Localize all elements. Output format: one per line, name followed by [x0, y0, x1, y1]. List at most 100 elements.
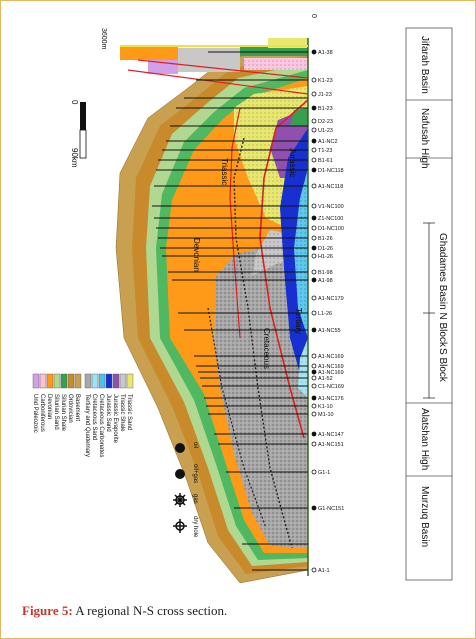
- legend-swatch: [84, 373, 92, 389]
- well-marker: [311, 383, 317, 389]
- well-label: A1-NC151: [318, 442, 344, 448]
- triassic-label: Triassic: [220, 158, 229, 185]
- well-label: A1-52: [318, 376, 333, 382]
- legend-label: Ordovician: [67, 394, 73, 423]
- well-marker: [311, 403, 317, 409]
- well-label: M1-10: [318, 412, 334, 418]
- well-marker: [311, 310, 317, 316]
- legend-label: Silurian Sand: [53, 394, 59, 430]
- cross-section-figure: Tertiary Cretaceous Devonian Triassic Ju…: [32, 14, 453, 584]
- well-label: G1-NC151: [318, 506, 344, 512]
- legend-swatch: [126, 373, 134, 389]
- scale-bar-white: [79, 129, 87, 159]
- well-label: D1-NC118: [318, 168, 344, 174]
- well-label: D2-23: [318, 119, 333, 125]
- legend-label: Cretaceous Sand: [91, 394, 97, 440]
- well-label: U1-23: [318, 128, 333, 134]
- well-marker: [311, 49, 317, 55]
- legend-label: Tertiary and Quaternary: [84, 394, 90, 457]
- well-marker: [311, 215, 317, 221]
- legend-label: Devonian: [46, 394, 52, 419]
- legend-swatch: [91, 373, 99, 389]
- jifarah-block-green: [240, 46, 308, 56]
- well-label: A1-NC118: [318, 184, 343, 190]
- legend-label: Cretaceous Carbonates: [98, 394, 104, 457]
- well-marker: [311, 183, 317, 189]
- scale-bar: 0 90km: [70, 100, 87, 168]
- well-label: K1-23: [318, 78, 333, 84]
- well-label: Z1-NC100: [318, 216, 343, 222]
- legend-swatch: [32, 373, 40, 389]
- region-ghadames: Ghadames Basin N Block: [437, 233, 448, 348]
- well-label: K1-10: [318, 404, 333, 410]
- legend-label: Und Paleozoic: [32, 394, 38, 433]
- legend-label: Basement: [74, 394, 80, 421]
- well-marker: [311, 363, 317, 369]
- figure-caption: Figure 5: A regional N-S cross section.: [22, 603, 227, 619]
- legend-swatch: [46, 373, 54, 389]
- well-label: T1-23: [318, 148, 332, 154]
- scale-bar-black: [80, 102, 86, 130]
- well-label: B1-61: [318, 158, 333, 164]
- well-marker: [311, 127, 317, 133]
- well-label: J1-23: [318, 92, 332, 98]
- legend-swatch: [119, 373, 127, 389]
- legend-label: Silurian Shale: [60, 394, 66, 432]
- caption-text: A regional N-S cross section.: [75, 603, 228, 618]
- well-marker: [311, 441, 317, 447]
- well-marker: [311, 253, 317, 259]
- tertiary-label: Tertiary: [294, 308, 303, 334]
- legend-label: Carboniferous: [39, 394, 45, 432]
- well-marker: [311, 369, 317, 375]
- legend-swatch: [112, 373, 120, 389]
- well-label: A1-1: [318, 568, 330, 574]
- unit-labels: Tertiary Cretaceous Devonian Triassic Ju…: [192, 148, 303, 369]
- well-marker: [311, 203, 317, 209]
- legend-swatch: [98, 373, 106, 389]
- jifarah-block-carb: [244, 58, 308, 70]
- well-label: A1-98: [318, 278, 333, 284]
- well-label: H1-26: [318, 254, 333, 260]
- well-marker: [311, 147, 317, 153]
- legend-swatch: [74, 373, 82, 389]
- oil-well-symbol: [175, 443, 185, 453]
- well-label: C1-NC169: [318, 384, 344, 390]
- well-marker: [311, 138, 317, 144]
- well-marker: [311, 235, 317, 241]
- well-marker: [311, 411, 317, 417]
- dotted-horizon: [233, 137, 293, 549]
- well-marker: [311, 105, 317, 111]
- well-label: L1-26: [318, 311, 332, 317]
- dotted-horizon-2: [207, 307, 267, 529]
- jurassic-label: Jurassic: [288, 148, 297, 177]
- well-label: A1-NC169: [318, 364, 344, 370]
- well-marker: [311, 225, 317, 231]
- jifarah-block-yellow: [268, 38, 308, 48]
- well-marker: [311, 505, 317, 511]
- region-panel: Jifarah Basin Nafusah High Ghadames Basi…: [405, 27, 453, 581]
- legend-swatch: [60, 373, 68, 389]
- red-fault-1: [127, 69, 309, 95]
- legend-swatch: [53, 373, 61, 389]
- oil-gas-well-symbol: [175, 469, 185, 479]
- well-marker: [311, 91, 317, 97]
- layer-tertiary: [214, 238, 308, 548]
- well-marker: [311, 327, 317, 333]
- devonian-label: Devonian: [192, 238, 201, 272]
- well-marker: [311, 157, 317, 163]
- legend-label: Jurassic Evaporite: [112, 394, 118, 444]
- red-fault-2: [137, 59, 309, 79]
- well-marker: [311, 375, 317, 381]
- well-label: A1-NC2: [318, 139, 338, 145]
- well-label: A1-NC169: [318, 354, 344, 360]
- well-marker: [311, 395, 317, 401]
- depth-bottom-label: 3600m: [100, 28, 107, 50]
- well-marker: [311, 118, 317, 124]
- depth-top-label: 0: [310, 14, 317, 18]
- red-horizon-2: [229, 107, 241, 339]
- well-label: A1-NC55: [318, 328, 341, 334]
- well-marker: [311, 77, 317, 83]
- layer-cretaceous-carbonates: [294, 168, 308, 338]
- well-label: D1-26: [318, 246, 333, 252]
